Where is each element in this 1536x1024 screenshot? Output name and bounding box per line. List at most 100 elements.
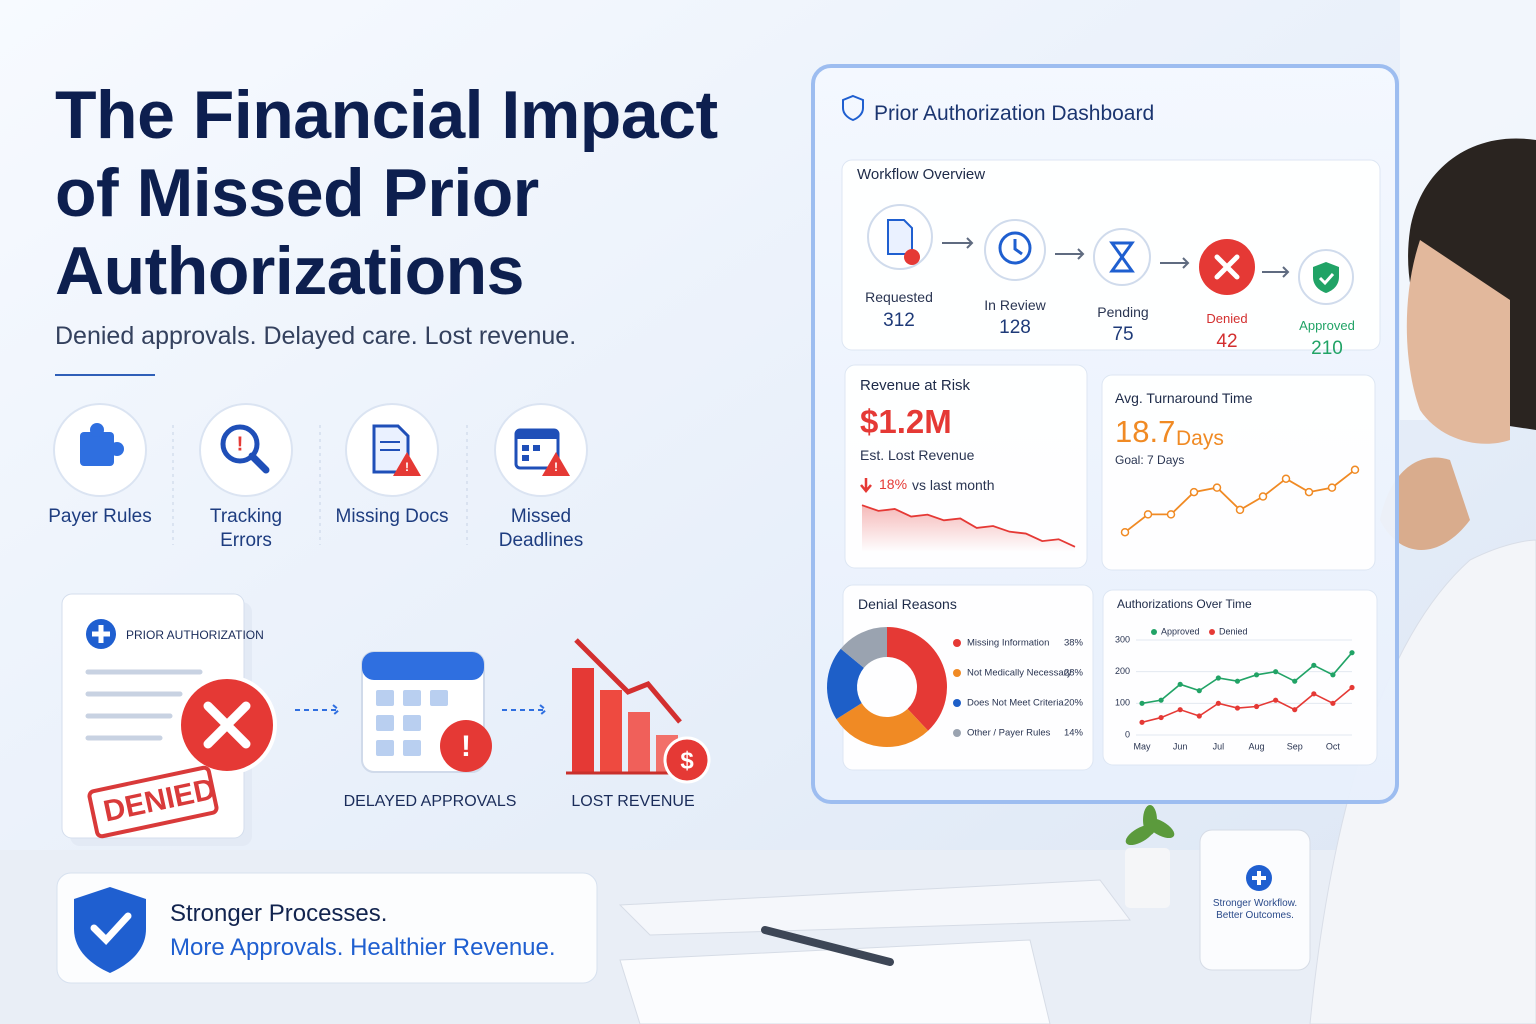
series-point (1196, 688, 1202, 694)
svg-text:$: $ (680, 747, 694, 774)
pen (761, 926, 894, 966)
svg-text:!: ! (554, 460, 558, 474)
workflow-value: 128 (999, 317, 1031, 338)
line-point (1281, 474, 1291, 483)
series-point (1158, 714, 1164, 721)
notebook (619, 939, 1051, 1024)
series-point (1196, 713, 1202, 719)
legend-dot (953, 639, 961, 647)
series-point (1139, 719, 1145, 725)
flow-arrows (295, 704, 548, 716)
line-point (1258, 492, 1268, 501)
legend-dot (953, 669, 961, 677)
series-line (1141, 652, 1353, 705)
document-title: PRIOR AUTHORIZATION (126, 628, 264, 642)
value-label: 14% (1064, 728, 1084, 739)
series-point (1273, 697, 1279, 703)
title: The Financial Impact of Missed Prior Aut… (55, 77, 718, 309)
keyboard (618, 879, 1131, 936)
x-tick-label: Aug (1249, 741, 1265, 751)
series-point (1139, 700, 1145, 706)
person (1309, 138, 1536, 1024)
footer-line: Stronger Processes. (170, 900, 388, 927)
revenue-change: 18% (879, 476, 908, 492)
workflow-label: In Review (984, 297, 1046, 313)
dashboard-title: Prior Authorization Dashboard (874, 102, 1155, 125)
svg-text:!: ! (237, 433, 244, 455)
turnaround-unit: Days (1176, 427, 1224, 450)
value-label: 20% (1064, 698, 1084, 709)
flow-caption: LOST REVENUE (571, 793, 695, 810)
line-point (1327, 483, 1337, 492)
subtitle: Denied approvals. Delayed care. Lost rev… (55, 322, 577, 350)
x-tick-label: Jun (1173, 741, 1188, 751)
workflow-value: 75 (1112, 324, 1134, 345)
workflow-label: Requested (865, 289, 933, 305)
revenue-change-note: vs last month (912, 477, 995, 493)
series-point (1292, 707, 1298, 713)
revenue-note: Est. Lost Revenue (860, 447, 975, 463)
value-label: 38% (1064, 638, 1084, 649)
dashboard-shield (842, 94, 864, 122)
y-tick-label: 300 (1115, 634, 1130, 644)
legend-label: Missing Information (967, 638, 1049, 649)
plant (1125, 805, 1175, 846)
mug-logo-cross (1252, 871, 1266, 885)
svg-text:!: ! (461, 730, 471, 763)
y-tick-label: 0 (1125, 729, 1130, 739)
deadline-icon: ! (514, 428, 570, 476)
y-tick-label: 100 (1115, 698, 1130, 708)
svg-text:!: ! (405, 460, 409, 474)
puzzle-icon (80, 423, 124, 466)
pot (1125, 848, 1170, 908)
line-point (1304, 487, 1314, 497)
donut-slice (887, 627, 947, 731)
line-point (1120, 527, 1130, 537)
card-title: Revenue at Risk (860, 377, 971, 394)
footer-line: More Approvals. Healthier Revenue. (170, 934, 556, 961)
revenue-drop-icon: $ (566, 638, 711, 784)
series-point (1215, 700, 1221, 706)
check-icon (90, 912, 132, 946)
x-tick-label: May (1133, 741, 1151, 751)
card-title: Denial Reasons (858, 596, 957, 612)
denied-document (61, 593, 277, 846)
series-point (1234, 705, 1241, 711)
legend-dot (953, 699, 961, 707)
line-point (1189, 487, 1199, 497)
series-point (1253, 672, 1260, 678)
card-title: Workflow Overview (857, 166, 986, 183)
series-point (1349, 684, 1355, 691)
series-point (1234, 678, 1241, 684)
workflow-value: 210 (1311, 338, 1343, 359)
workflow-label: Pending (1097, 304, 1149, 320)
legend-label: Does Not Meet Criteria (967, 698, 1064, 709)
line-point (1212, 483, 1222, 492)
value-label: 28% (1064, 668, 1084, 679)
area-line (861, 504, 1076, 548)
workflow-value: 42 (1216, 331, 1238, 352)
legend-label: Approved (1161, 626, 1200, 636)
cause-label: Missing Docs (335, 506, 449, 527)
turnaround-goal: Goal: 7 Days (1115, 453, 1185, 467)
workflow-label: Approved (1299, 318, 1355, 333)
x-tick-label: Jul (1213, 741, 1225, 751)
series-line (1141, 686, 1353, 724)
down-arrow (860, 478, 872, 493)
series-point (1253, 703, 1260, 710)
cause-label: Tracking Errors (209, 506, 283, 551)
series-point (1349, 650, 1355, 656)
series-point (1177, 681, 1183, 687)
card-title: Avg. Turnaround Time (1115, 390, 1253, 406)
donut-slice (836, 703, 929, 747)
legend-label: Not Medically Necessary (967, 668, 1072, 679)
line-point (1350, 465, 1360, 475)
line-point (1143, 510, 1153, 519)
series-point (1215, 675, 1221, 681)
footer-box (56, 872, 598, 984)
workflow-label: Denied (1206, 311, 1248, 326)
search-icon: ! (220, 424, 270, 474)
legend-dot (1151, 629, 1157, 635)
